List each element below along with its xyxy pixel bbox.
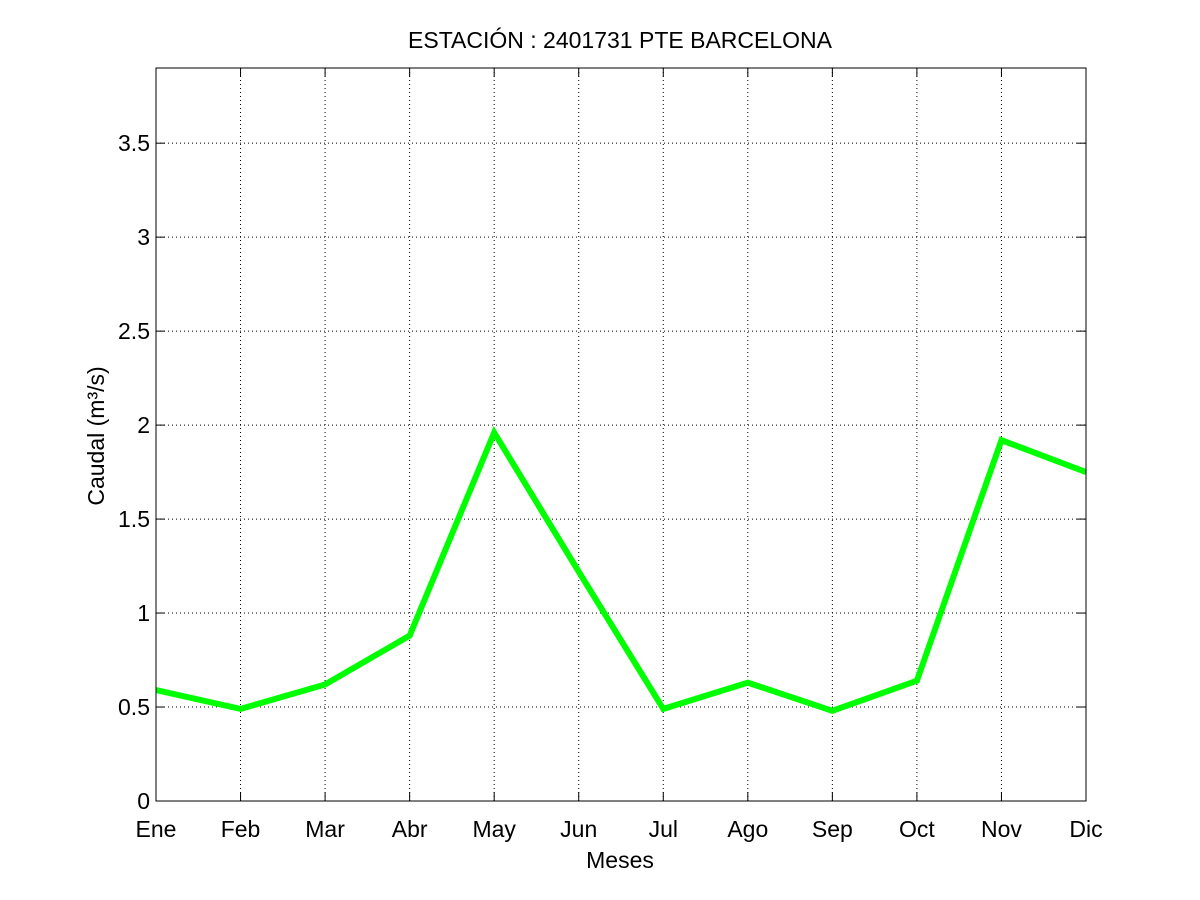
x-tick-label: Mar bbox=[305, 816, 345, 842]
y-tick-label: 0.5 bbox=[118, 694, 150, 720]
y-tick-label: 3.5 bbox=[118, 130, 150, 156]
series-layer bbox=[156, 426, 1086, 714]
x-tick-label: Oct bbox=[899, 816, 935, 842]
x-tick-label: Ene bbox=[136, 816, 177, 842]
x-tick-label: Nov bbox=[981, 816, 1022, 842]
x-tick-label: Abr bbox=[392, 816, 428, 842]
x-tick-label: Jul bbox=[649, 816, 678, 842]
grid bbox=[156, 68, 1086, 801]
x-tick-label: Dic bbox=[1069, 816, 1102, 842]
ticks bbox=[155, 68, 1087, 802]
tick-labels: Ene Feb Mar Abr May Jun Jul Ago Sep Oct Nov Dic 0 0.5… bbox=[118, 130, 1103, 842]
y-tick-label: 2 bbox=[137, 412, 150, 438]
y-tick-label: 1.5 bbox=[118, 506, 150, 532]
x-tick-label: Feb bbox=[221, 816, 261, 842]
series-line bbox=[156, 426, 1086, 714]
x-tick-label: Sep bbox=[812, 816, 853, 842]
y-tick-label: 2.5 bbox=[118, 318, 150, 344]
x-tick-label: Ago bbox=[727, 816, 768, 842]
x-tick-label: Jun bbox=[560, 816, 597, 842]
chart-title: ESTACIÓN : 2401731 PTE BARCELONA bbox=[408, 27, 833, 53]
y-axis-title: Caudal (m³/s) bbox=[83, 366, 109, 505]
y-tick-label: 1 bbox=[137, 600, 150, 626]
y-tick-label: 0 bbox=[137, 788, 150, 814]
y-tick-label: 3 bbox=[137, 224, 150, 250]
plot-frame bbox=[155, 67, 1087, 802]
x-tick-label: May bbox=[472, 816, 516, 842]
x-axis-title: Meses bbox=[586, 847, 654, 873]
